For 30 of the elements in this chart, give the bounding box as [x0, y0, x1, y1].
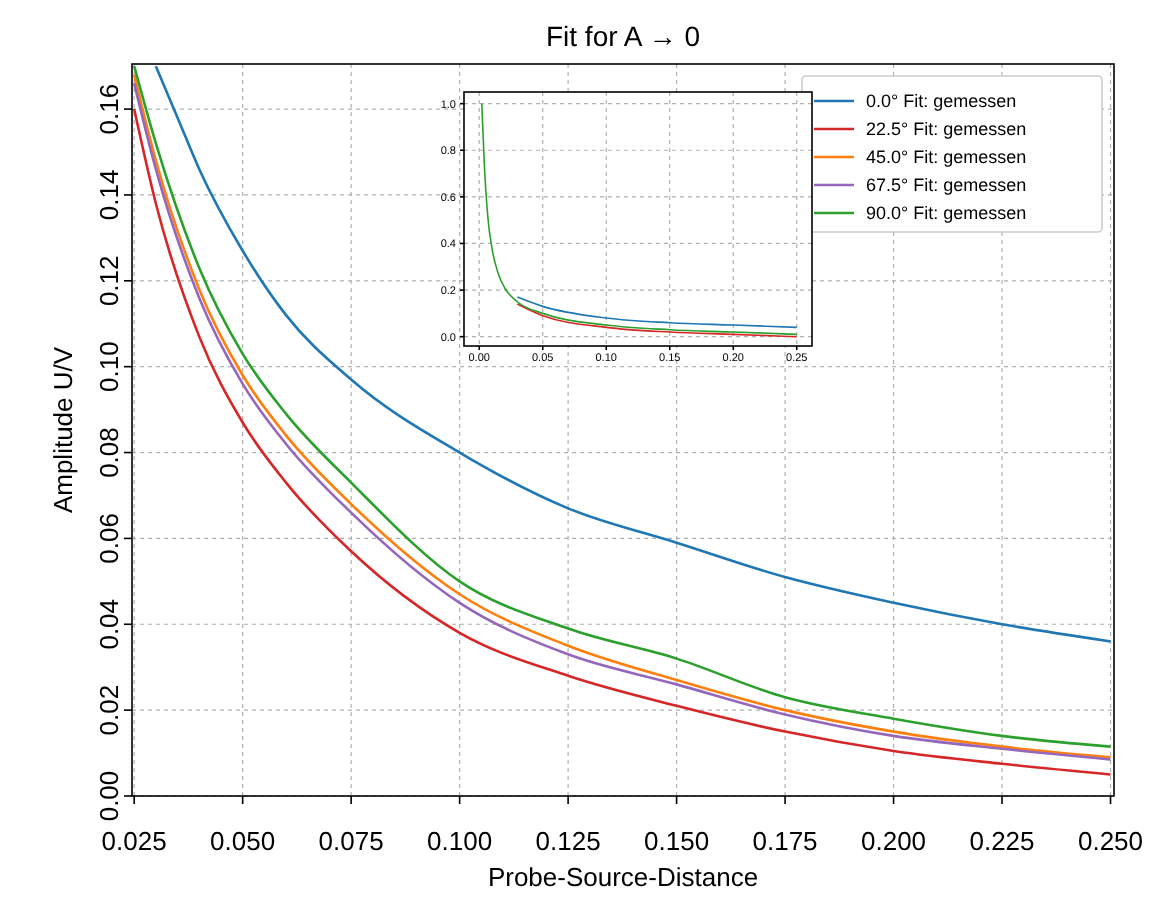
x-tick-label: 0.175	[752, 826, 818, 856]
y-tick-label: 0.02	[94, 684, 124, 736]
y-tick-label: 0.14	[94, 169, 124, 221]
x-tick-label: 0.225	[969, 826, 1035, 856]
legend-label: 67.5° Fit: gemessen	[866, 175, 1027, 196]
y-axis-title: Amplitude U/V	[48, 346, 78, 514]
x-tick-label: 0.150	[644, 826, 710, 856]
legend-label: 45.0° Fit: gemessen	[866, 147, 1027, 168]
y-tick-label: 0.00	[94, 770, 124, 822]
chart-title: Fit for A → 0	[545, 20, 701, 52]
line-series	[154, 64, 1112, 643]
x-tick-label: 0.075	[318, 826, 384, 856]
legend-label: 90.0° Fit: gemessen	[866, 203, 1027, 224]
legend-label: 0.0° Fit: gemessen	[866, 91, 1017, 112]
line-series	[516, 296, 798, 329]
y-tick-label: 0.16	[94, 83, 124, 135]
x-tick-label: 0.100	[427, 826, 493, 856]
x-tick-label: 0.250	[1077, 826, 1144, 856]
x-tick-label: 0.200	[861, 826, 927, 856]
x-axis-title: Probe-Source-Distance	[487, 862, 759, 892]
y-tick-label: 0.08	[94, 427, 124, 478]
y-tick-label: 0.04	[94, 598, 124, 650]
y-tick-label: 0.06	[94, 513, 124, 564]
x-tick-label: 0.125	[535, 826, 601, 856]
line-series	[516, 303, 798, 338]
line-series	[480, 102, 798, 336]
x-tick-label: 0.025	[101, 826, 167, 856]
x-tick-label: 0.050	[210, 826, 276, 856]
y-tick-label: 0.12	[94, 255, 124, 307]
legend-label: 22.5° Fit: gemessen	[866, 119, 1027, 140]
